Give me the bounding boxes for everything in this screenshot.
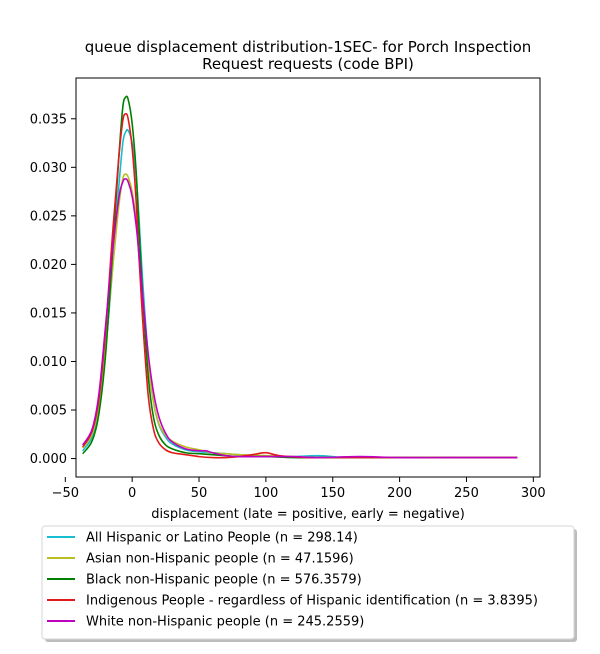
- y-tick-label: 0.035: [30, 112, 67, 127]
- series-lines: [82, 95, 518, 459]
- legend-label-1: All Hispanic or Latino People (n = 298.1…: [86, 531, 358, 546]
- x-tick-label: 50: [191, 486, 208, 501]
- legend: All Hispanic or Latino People (n = 298.1…: [41, 525, 577, 642]
- y-tick-label: 0.015: [30, 306, 67, 321]
- series-line-4: [82, 112, 518, 459]
- y-axis: 0.000 0.005 0.010 0.015 0.020 0.025 0.030 0.035: [30, 112, 76, 467]
- x-tick-label: −50: [52, 486, 79, 501]
- x-tick-label: 0: [128, 486, 136, 501]
- chart-title-line-2: Request requests (code BPI): [202, 55, 414, 73]
- x-tick-label: 200: [387, 486, 412, 501]
- x-axis-label: displacement (late = positive, early = n…: [151, 507, 465, 522]
- x-axis: −50 0 50 100 150 200 250 300: [52, 477, 546, 501]
- chart-title-line-1: queue displacement distribution-1SEC- fo…: [85, 38, 532, 56]
- y-tick-label: 0.005: [30, 404, 67, 419]
- legend-label-4: Indigenous People - regardless of Hispan…: [86, 594, 538, 609]
- y-tick-label: 0.020: [30, 258, 67, 273]
- legend-label-2: Asian non-Hispanic people (n = 47.1596): [86, 552, 354, 567]
- legend-label-3: Black non-Hispanic people (n = 576.3579): [86, 573, 362, 588]
- y-tick-label: 0.000: [30, 452, 67, 467]
- y-tick-label: 0.010: [30, 355, 67, 370]
- x-tick-label: 250: [454, 486, 479, 501]
- x-tick-label: 150: [320, 486, 345, 501]
- x-tick-label: 300: [521, 486, 546, 501]
- x-tick-label: 100: [253, 486, 278, 501]
- legend-box: [41, 525, 575, 640]
- y-tick-label: 0.025: [30, 209, 67, 224]
- plot-frame: [75, 77, 541, 478]
- chart-title: queue displacement distribution-1SEC- fo…: [85, 38, 532, 73]
- y-tick-label: 0.030: [30, 161, 67, 176]
- legend-label-5: White non-Hispanic people (n = 245.2559): [86, 615, 364, 630]
- series-line-5: [82, 178, 518, 459]
